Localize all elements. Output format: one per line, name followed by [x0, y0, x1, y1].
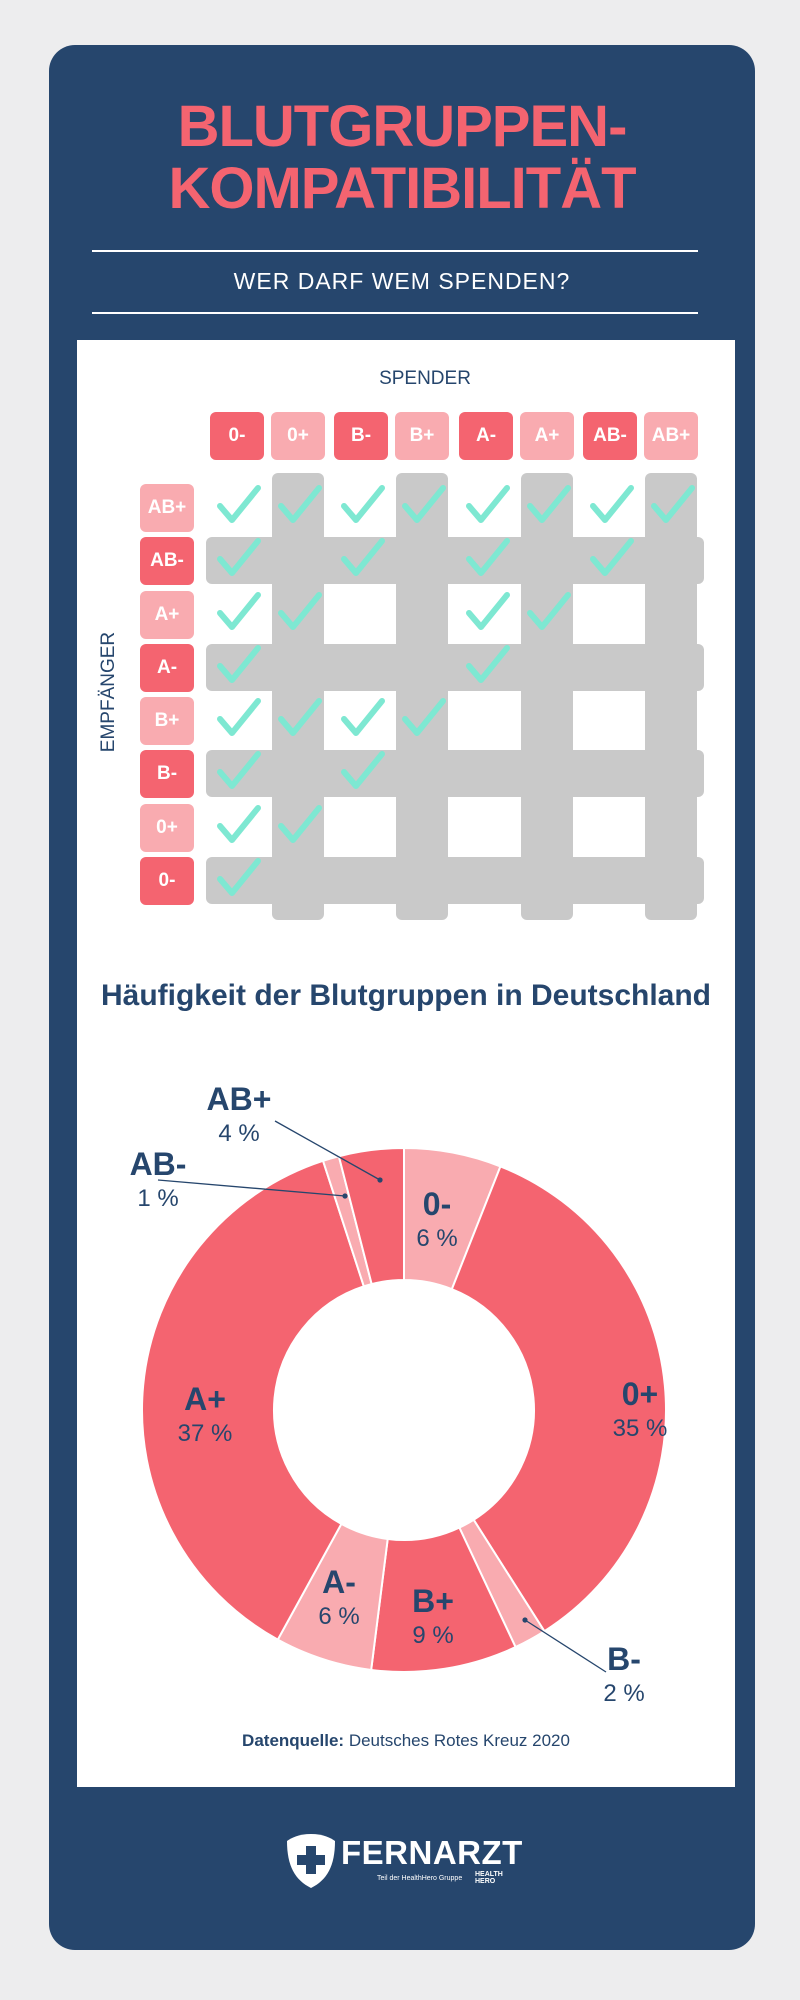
title-line-1: BLUTGRUPPEN- — [177, 94, 628, 159]
check-icon — [402, 698, 446, 736]
donor-badge: AB+ — [644, 412, 698, 460]
slice-value: 6 % — [416, 1225, 457, 1252]
check-icon — [278, 805, 322, 843]
fernarzt-logo: FERNARZT Teil der HealthHero Gruppe HEAL… — [285, 1832, 525, 1892]
leader-dot — [522, 1617, 528, 1623]
check-icon — [217, 485, 261, 523]
slice-label: AB- — [130, 1146, 187, 1182]
title-line-2: KOMPATIBILITÄT — [168, 156, 636, 221]
slice-label: A+ — [184, 1381, 226, 1417]
check-icon — [217, 538, 261, 576]
subtitle: WER DARF WEM SPENDEN? — [233, 268, 571, 294]
check-icon — [217, 592, 261, 630]
slice-value: 1 % — [137, 1185, 178, 1212]
slice-label: A- — [322, 1564, 356, 1600]
donor-badge: B+ — [395, 412, 449, 460]
brand-name: FERNARZT — [341, 1834, 523, 1871]
slice-value: 6 % — [318, 1603, 359, 1630]
brand-tagline: Teil der HealthHero Gruppe — [377, 1875, 463, 1882]
check-icon — [217, 858, 261, 896]
slice-value: 35 % — [613, 1415, 668, 1442]
check-icon — [217, 751, 261, 789]
check-icon — [341, 485, 385, 523]
check-icon — [278, 485, 322, 523]
recipient-badge: AB- — [140, 537, 194, 585]
donor-stripe — [396, 473, 448, 920]
recipient-badge: B- — [140, 750, 194, 798]
divider-bottom — [92, 312, 698, 314]
donor-badge: 0- — [210, 412, 264, 460]
check-icon — [466, 485, 510, 523]
leader-line — [524, 1619, 607, 1673]
check-icon — [341, 698, 385, 736]
donor-stripe — [272, 473, 324, 920]
recipient-badge: A+ — [140, 591, 194, 639]
source-text: Deutsches Rotes Kreuz 2020 — [348, 1731, 570, 1750]
check-icon — [341, 538, 385, 576]
pie-chart-title: Häufigkeit der Blutgruppen in Deutschlan… — [100, 979, 712, 1012]
slice-label: B+ — [412, 1583, 454, 1619]
slice-label: B- — [607, 1641, 641, 1677]
check-icon — [217, 805, 261, 843]
leader-line — [157, 1179, 346, 1197]
slice-value: 4 % — [218, 1120, 259, 1147]
slice-value: 2 % — [603, 1680, 644, 1707]
recipient-badge: AB+ — [140, 484, 194, 532]
partner-line-1: HEALTH — [475, 1871, 503, 1878]
check-icon — [278, 698, 322, 736]
source-prefix: Datenquelle: — [242, 1731, 345, 1750]
check-icon — [527, 592, 571, 630]
check-icon — [466, 592, 510, 630]
check-icon — [651, 485, 695, 523]
check-icon — [590, 485, 634, 523]
recipient-badge: 0- — [140, 857, 194, 905]
donor-axis-label: SPENDER — [379, 368, 471, 389]
check-icon — [217, 645, 261, 683]
check-icon — [466, 645, 510, 683]
check-icon — [590, 538, 634, 576]
check-icon — [402, 485, 446, 523]
check-icon — [466, 538, 510, 576]
check-icon — [278, 592, 322, 630]
check-icon — [527, 485, 571, 523]
donut-slice — [450, 1165, 667, 1633]
check-icon — [217, 698, 261, 736]
partner-logo: HEALTH HERO — [475, 1871, 503, 1885]
leader-line — [274, 1120, 381, 1181]
slice-label: 0+ — [622, 1376, 658, 1412]
leader-dot — [342, 1193, 348, 1199]
recipient-badge: A- — [140, 644, 194, 692]
donor-badge: A+ — [520, 412, 574, 460]
slice-label: 0- — [423, 1186, 451, 1222]
donor-badge: AB- — [583, 412, 637, 460]
check-icon — [341, 751, 385, 789]
donor-badge: 0+ — [271, 412, 325, 460]
slice-label: AB+ — [207, 1081, 272, 1117]
divider-top — [92, 250, 698, 252]
slice-value: 9 % — [412, 1622, 453, 1649]
donut-slice — [337, 1146, 405, 1286]
donor-stripe — [521, 473, 573, 920]
recipient-badge: 0+ — [140, 804, 194, 852]
partner-line-2: HERO — [475, 1878, 496, 1885]
donor-badge: A- — [459, 412, 513, 460]
data-source: Datenquelle: Deutsches Rotes Kreuz 2020 — [77, 1731, 735, 1751]
shield-cross-icon — [287, 1834, 335, 1888]
recipient-badge: B+ — [140, 697, 194, 745]
donor-stripe — [645, 473, 697, 920]
donor-badge: B- — [334, 412, 388, 460]
leader-dot — [377, 1177, 383, 1183]
slice-value: 37 % — [178, 1420, 233, 1447]
